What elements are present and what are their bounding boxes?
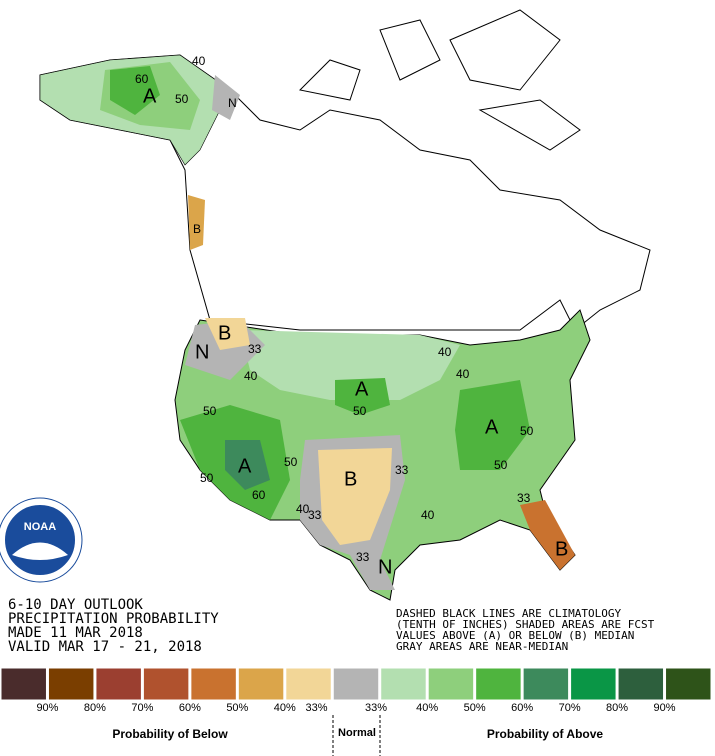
- map-label: 50: [520, 424, 534, 438]
- map-label: 60: [135, 72, 149, 86]
- map-label: 40: [456, 367, 470, 381]
- legend-swatch: [237, 667, 285, 701]
- note-line: VALUES ABOVE (A) OR BELOW (B) MEDIAN: [396, 629, 634, 642]
- legend-label: 90%: [654, 702, 676, 714]
- us-above-60-east: [455, 380, 530, 470]
- map-label: 40: [244, 369, 258, 383]
- map-label: B: [218, 322, 231, 344]
- map-label: 40: [192, 54, 206, 68]
- header-line: VALID MAR 17 - 21, 2018: [8, 639, 202, 655]
- legend-swatch: [95, 667, 142, 701]
- map-label: 33: [248, 342, 262, 356]
- alaska-near: [212, 75, 240, 120]
- legend-label: 33%: [306, 702, 328, 714]
- noaa-logo: [0, 499, 81, 581]
- us-above-60-plains: [335, 378, 390, 415]
- legend-swatch: [522, 667, 570, 701]
- legend-label: 50%: [226, 702, 248, 714]
- map-label: 40: [421, 508, 435, 522]
- legend-swatch: [665, 667, 712, 701]
- map-label: A: [143, 85, 157, 107]
- legend-label: 60%: [179, 702, 201, 714]
- header-line: PRECIPITATION PROBABILITY: [8, 611, 219, 627]
- alaska-above-60: [110, 66, 160, 115]
- map-label: 50: [203, 404, 217, 418]
- map-label: B: [193, 222, 201, 236]
- header-line: MADE 11 MAR 2018: [8, 625, 143, 641]
- us-below-nw: [205, 318, 250, 350]
- legend-swatch: [475, 667, 522, 701]
- map-label: A: [485, 416, 499, 438]
- map-label: 60: [252, 488, 266, 502]
- legend-swatch: [0, 667, 47, 701]
- note-line: DASHED BLACK LINES ARE CLIMATOLOGY: [396, 607, 622, 620]
- legend-label: 70%: [559, 702, 581, 714]
- noaa-logo-text: NOAA: [24, 521, 56, 533]
- map-label: 50: [353, 404, 367, 418]
- us-above-40: [240, 330, 460, 400]
- map-label: 50: [200, 471, 214, 485]
- map-label: 33: [395, 463, 409, 477]
- legend-label: 50%: [464, 702, 486, 714]
- map-label: 50: [284, 455, 298, 469]
- legend-label: 80%: [84, 702, 106, 714]
- legend-label: 90%: [36, 702, 58, 714]
- us-below-southwest: [318, 448, 392, 545]
- map-label: 40: [296, 502, 310, 516]
- header-line: 6-10 DAY OUTLOOK: [8, 597, 143, 613]
- legend-title-above: Probability of Above: [487, 727, 604, 741]
- noaa-logo-bird: [12, 542, 68, 560]
- map-label: A: [238, 455, 252, 477]
- note-line: (TENTH OF INCHES) SHADED AREAS ARE FCST: [396, 618, 655, 631]
- map-label: N: [378, 556, 392, 578]
- legend-label: 40%: [274, 702, 296, 714]
- legend-swatch: [285, 667, 332, 701]
- legend-title-below: Probability of Below: [112, 727, 228, 741]
- note-line: GRAY AREAS ARE NEAR-MEDIAN: [396, 640, 568, 653]
- legend-label: 80%: [606, 702, 628, 714]
- map-label: 50: [175, 92, 189, 106]
- map-label: B: [344, 468, 357, 490]
- legend-swatch: [617, 667, 665, 701]
- legend-swatch: [380, 667, 427, 701]
- legend-label: 60%: [511, 702, 533, 714]
- noaa-logo-ring: [0, 497, 83, 583]
- legend-swatch: [332, 667, 380, 701]
- legend-swatch: [570, 667, 617, 701]
- legend-label: 70%: [131, 702, 153, 714]
- map-label: 33: [356, 550, 370, 564]
- map-label: N: [228, 96, 237, 110]
- map-label: 40: [438, 345, 452, 359]
- arctic-islands: [298, 9, 581, 151]
- legend-swatch: [142, 667, 190, 701]
- legend-label: 33%: [365, 702, 387, 714]
- map-label: N: [195, 341, 209, 363]
- legend-swatch: [47, 667, 95, 701]
- legend-swatch: [190, 667, 237, 701]
- legend-label: 40%: [416, 702, 438, 714]
- map-label: A: [355, 378, 369, 400]
- map-label: B: [555, 538, 568, 560]
- map-label: 33: [517, 491, 531, 505]
- bc-below: [188, 195, 205, 250]
- map-label: 50: [494, 458, 508, 472]
- us-above-70-west: [225, 440, 270, 490]
- legend-swatch: [427, 667, 475, 701]
- legend-title-normal: Normal: [338, 727, 376, 739]
- us-below-florida: [520, 500, 575, 570]
- legend: 90% 80% 70% 60% 50% 40% 33% 33% 40% 50% 60% 70% 80% 9…: [0, 667, 712, 714]
- map-label: 33: [308, 508, 322, 522]
